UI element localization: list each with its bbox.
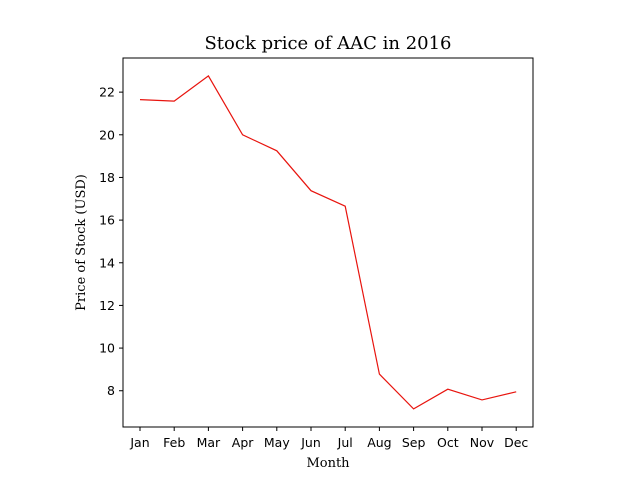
y-tick-label: 10 bbox=[99, 341, 115, 356]
y-tick-label: 20 bbox=[99, 127, 115, 142]
x-tick-label: Jun bbox=[300, 435, 321, 450]
y-axis-label: Price of Stock (USD) bbox=[74, 174, 89, 311]
x-tick-label: Aug bbox=[367, 435, 391, 450]
x-tick-label: Feb bbox=[163, 435, 185, 450]
x-tick-label: Sep bbox=[402, 435, 426, 450]
axes-frame bbox=[122, 57, 534, 428]
y-axis: 8 10 12 14 16 18 20 22 bbox=[99, 85, 123, 398]
x-tick-label: Apr bbox=[232, 435, 254, 450]
y-tick-label: 16 bbox=[99, 213, 115, 228]
x-tick-label: Jul bbox=[337, 435, 353, 450]
chart-title: Stock price of AAC in 2016 bbox=[204, 33, 451, 54]
y-tick-label: 12 bbox=[99, 298, 115, 313]
y-tick-label: 18 bbox=[99, 170, 115, 185]
y-tick-label: 14 bbox=[99, 255, 115, 270]
x-tick-label: Dec bbox=[504, 435, 528, 450]
x-tick-label: Oct bbox=[437, 435, 459, 450]
x-axis-label: Month bbox=[306, 456, 350, 471]
x-tick-label: Mar bbox=[197, 435, 221, 450]
x-axis: Jan Feb Mar Apr May Jun Jul Aug Sep Oct Nov Dec bbox=[129, 427, 528, 450]
x-tick-label: May bbox=[264, 435, 290, 450]
series-line bbox=[139, 75, 517, 410]
x-tick-label: Jan bbox=[129, 435, 149, 450]
y-tick-label: 22 bbox=[99, 85, 115, 100]
plot-area bbox=[139, 75, 517, 410]
y-tick-label: 8 bbox=[107, 383, 115, 398]
x-tick-label: Nov bbox=[470, 435, 495, 450]
